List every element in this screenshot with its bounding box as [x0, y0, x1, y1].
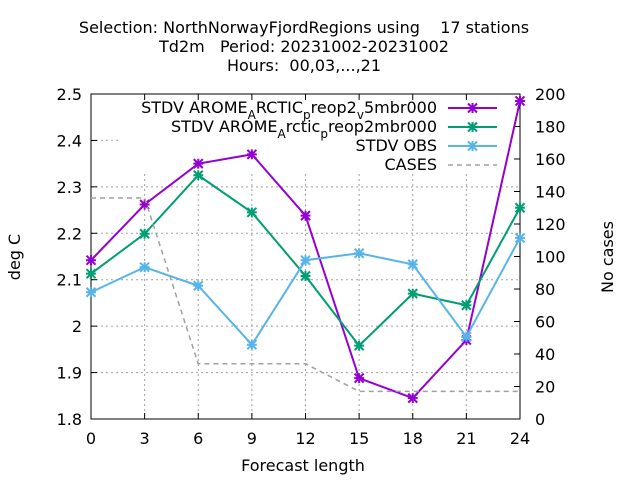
- series-point: [139, 261, 150, 273]
- y2-tick-label: 160: [535, 150, 566, 169]
- x-tick-label: 3: [140, 429, 150, 448]
- series-point: [407, 288, 418, 299]
- series-point: [139, 228, 150, 239]
- series-point: [246, 149, 258, 160]
- legend-marker: [467, 121, 478, 133]
- series-point: [193, 170, 204, 181]
- series-point: [246, 339, 258, 350]
- series-point: [193, 158, 204, 169]
- legend-label: CASES: [384, 155, 437, 174]
- series-point: [514, 202, 526, 213]
- x-tick-label: 12: [295, 429, 315, 448]
- series-point: [353, 248, 365, 259]
- y2-axis-label: No cases: [598, 221, 617, 293]
- chart-title-line-1: Selection: NorthNorwayFjordRegions using…: [79, 18, 529, 37]
- y-axis-label: deg C: [5, 234, 24, 280]
- x-tick-label: 6: [193, 429, 203, 448]
- y-tick-label: 2: [72, 317, 82, 336]
- y2-tick-label: 20: [535, 378, 555, 397]
- series-point: [353, 372, 365, 384]
- x-tick-label: 15: [349, 429, 369, 448]
- series-point: [461, 331, 472, 343]
- series-point: [514, 232, 526, 244]
- series-point: [300, 255, 311, 266]
- y-tick-label: 2.4: [57, 131, 82, 150]
- y2-tick-label: 40: [535, 345, 555, 364]
- x-tick-label: 18: [403, 429, 423, 448]
- series-1: [85, 170, 526, 351]
- legend-label: STDV AROMEArcticpreop2mbr000: [171, 117, 437, 141]
- y2-tick-label: 60: [535, 313, 555, 332]
- plot-area: [85, 93, 526, 420]
- y2-tick-label: 140: [535, 183, 566, 202]
- y-tick-label: 2.2: [57, 224, 82, 243]
- tick-labels: 1.81.922.12.22.32.42.5020406080100120140…: [57, 85, 566, 448]
- y2-tick-label: 80: [535, 280, 555, 299]
- y2-tick-label: 180: [535, 118, 566, 137]
- series-point: [514, 95, 526, 107]
- series-point: [85, 255, 97, 266]
- x-tick-label: 0: [86, 429, 96, 448]
- x-tick-label: 21: [456, 429, 476, 448]
- legend-label: STDV AROMEARCTICpreop2v5mbr000: [141, 98, 437, 122]
- y2-tick-label: 0: [535, 410, 545, 429]
- series-line: [91, 197, 520, 393]
- series-point: [407, 259, 418, 270]
- legend-label: STDV OBS: [356, 136, 437, 155]
- series-point: [461, 300, 472, 311]
- y-tick-label: 2.1: [57, 271, 82, 290]
- series-3: [91, 197, 520, 393]
- y2-tick-label: 120: [535, 215, 566, 234]
- series-0: [85, 95, 526, 404]
- series-point: [193, 280, 204, 291]
- x-tick-label: 24: [510, 429, 530, 448]
- y-tick-label: 2.5: [57, 85, 82, 104]
- series-2: [85, 232, 526, 350]
- series-point: [85, 287, 97, 298]
- y2-tick-label: 200: [535, 85, 566, 104]
- x-tick-label: 9: [247, 429, 257, 448]
- y2-tick-label: 100: [535, 248, 566, 267]
- series-point: [139, 199, 150, 210]
- series-line: [90, 237, 521, 347]
- legend-marker: [467, 102, 478, 114]
- series-point: [353, 340, 365, 351]
- y-tick-label: 2.3: [57, 178, 82, 197]
- chart-title-line-3: Hours: 00,03,...,21: [227, 56, 381, 75]
- series-point: [246, 207, 258, 218]
- y-tick-label: 1.8: [57, 410, 82, 429]
- y-tick-label: 1.9: [57, 364, 82, 383]
- series-point: [407, 392, 418, 404]
- x-axis-label: Forecast length: [241, 456, 365, 475]
- series-point: [85, 268, 97, 279]
- legend-marker: [467, 140, 478, 152]
- series-point: [300, 210, 311, 221]
- chart-title-line-2: Td2m Period: 20231002-20231002: [158, 37, 449, 56]
- series-point: [300, 270, 311, 282]
